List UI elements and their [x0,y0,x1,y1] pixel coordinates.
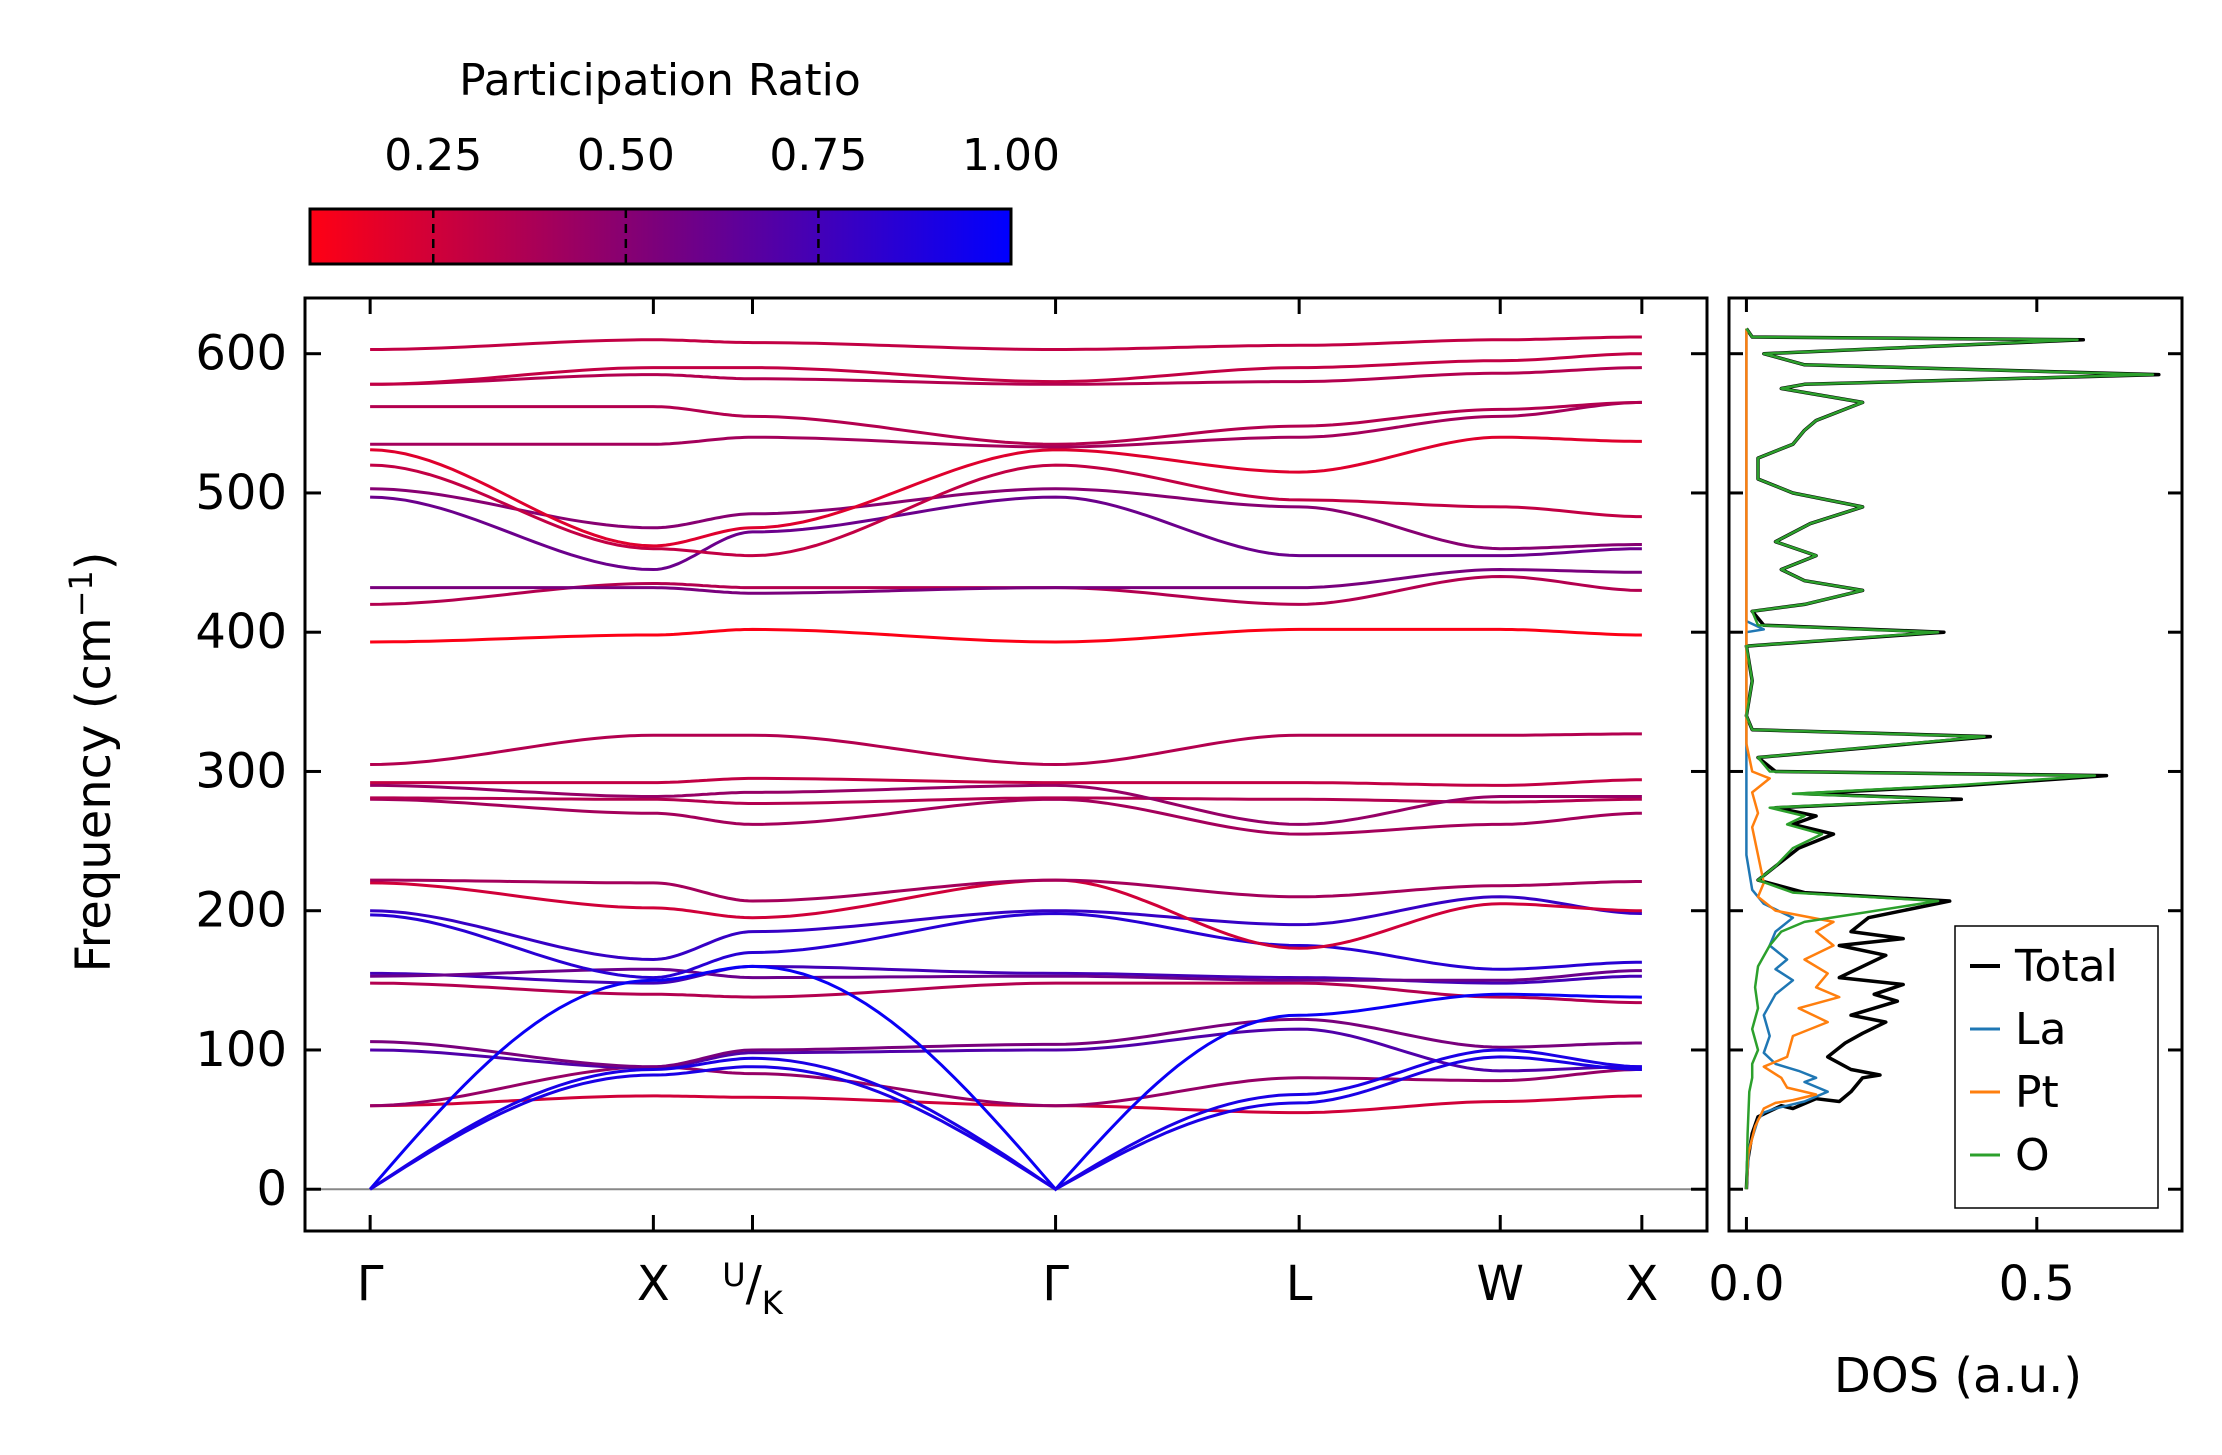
optical-branch-11 [370,878,1642,903]
dos-curve-la [1745,328,1829,1190]
band-plot-frame [303,296,1709,1233]
high-symmetry-label: U/K [722,1256,784,1322]
dos-curve-o [1745,327,2155,1190]
optical-branch-18 [370,574,1642,606]
optical-branch-6 [370,964,1642,985]
frequency-axis-title: Frequency (cm−1) [62,551,122,972]
high-symmetry-axis: Γ X U/K Γ L W X [357,298,1658,1322]
frequency-tick-label: 0 [256,1161,287,1217]
high-symmetry-label: L [1286,1256,1313,1312]
acoustic-branch-ta1 [369,1048,1642,1191]
colorbar-tick-label: 1.00 [962,130,1060,181]
optical-branch-27 [370,352,1642,386]
frequency-tick-label: 400 [195,604,287,660]
acoustic-branch-ta2 [369,1055,1642,1191]
colorbar-label: Participation Ratio [459,55,861,106]
optical-branch-15 [370,776,1642,787]
band-structure-panel: 0 100 200 300 400 500 600 Γ X U/K Γ L W X Frequency … [62,296,1709,1322]
dos-axis: 0.0 0.5 [1708,298,2075,1312]
colorbar-tick-label: 0.50 [577,130,675,181]
dos-tick-label: 0.0 [1708,1256,1784,1312]
optical-branch-20 [370,495,1642,572]
frequency-tick-label: 200 [195,883,287,939]
optical-branch-16 [370,732,1642,767]
high-symmetry-label: W [1477,1256,1524,1312]
optical-branch-26 [370,366,1642,386]
optical-branch-4 [370,1017,1642,1069]
frequency-axis: 0 100 200 300 400 500 600 [195,326,1707,1217]
frequency-tick-label: 300 [195,743,287,799]
optical-branch-9 [370,895,1642,962]
optical-branch-7 [370,967,1642,982]
frequency-tick-label: 500 [195,465,287,521]
optical-branch-5 [370,981,1642,1005]
high-symmetry-label: Γ [1042,1256,1069,1312]
optical-branch-22 [370,463,1642,558]
legend-label-o: O [2015,1130,2050,1181]
optical-branch-24 [370,400,1642,449]
optical-branch-25 [370,400,1642,446]
optical-branch-13 [370,796,1642,805]
optical-branch-17 [370,627,1642,644]
colorbar-tick-label: 0.25 [384,130,482,181]
high-symmetry-label: Γ [357,1256,384,1312]
legend-frame [1954,925,2159,1209]
legend-label-total: Total [2014,941,2118,992]
optical-branch-8 [370,911,1642,980]
colorbar-tick-labels: 0.25 0.50 0.75 1.00 [384,130,1060,181]
optical-branch-14 [370,783,1642,826]
legend-label-pt: Pt [2015,1067,2059,1118]
high-symmetry-label: X [637,1256,670,1312]
dos-panel: 0.0 0.5 DOS (a.u.) Total La Pt O [1708,296,2184,1404]
optical-branch-12 [370,797,1642,836]
colorbar: Participation Ratio 0.25 0.50 0.75 1.00 [308,55,1060,266]
optical-branch-28 [370,335,1642,351]
colorbar-tick-label: 0.75 [769,130,867,181]
colorbar-ticks [432,209,820,264]
colorbar-gradient [308,207,1013,266]
dos-axis-title: DOS (a.u.) [1834,1348,2082,1404]
legend-label-la: La [2015,1004,2066,1055]
dos-tick-label: 0.5 [1999,1256,2075,1312]
dos-curves [1744,327,2161,1190]
optical-branch-19 [370,567,1642,595]
high-symmetry-label: X [1625,1256,1658,1312]
frequency-tick-label: 100 [195,1022,287,1078]
frequency-tick-label: 600 [195,326,287,382]
phonon-branches [368,335,1642,1192]
dos-curve-pt [1745,328,1841,1190]
optical-branch-21 [370,487,1642,551]
dos-plot-frame [1727,296,2184,1233]
dos-frequency-ticks [1729,352,2182,1191]
optical-branch-10 [370,878,1642,950]
dos-legend: Total La Pt O [1954,925,2159,1209]
optical-branch-23 [370,435,1642,548]
